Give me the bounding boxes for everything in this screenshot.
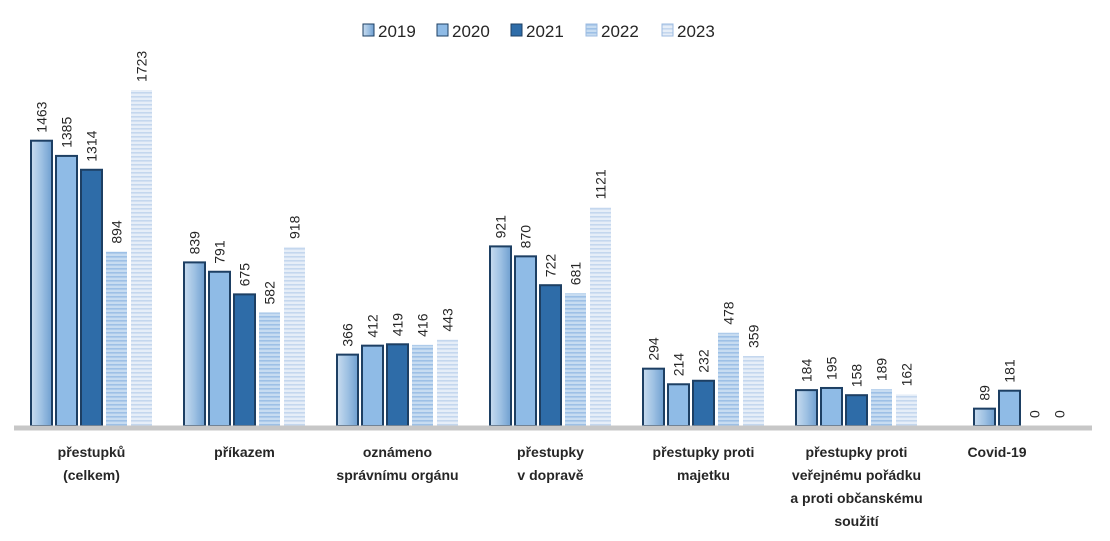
bar-2023-1 — [284, 246, 305, 426]
category-label-0-1: (celkem) — [63, 467, 120, 483]
data-label-2021-1: 675 — [237, 263, 253, 287]
data-label-2021-6: 0 — [1027, 410, 1043, 418]
data-label-2021-0: 1314 — [84, 130, 100, 161]
data-label-2021-3: 722 — [543, 254, 559, 278]
bar-2020-3 — [514, 255, 537, 428]
legend-swatch-2019 — [362, 23, 375, 37]
category-label-0-0: přestupků — [58, 444, 126, 460]
legend-swatch-2022 — [585, 23, 598, 37]
data-label-2020-1: 791 — [212, 240, 228, 264]
data-label-2023-3: 1121 — [593, 169, 609, 199]
bar-2021-4 — [692, 379, 715, 427]
data-label-2023-4: 359 — [746, 324, 762, 348]
legend-label-2019: 2019 — [378, 22, 416, 41]
bar-2019-2 — [336, 353, 359, 427]
category-label-4-0: přestupky proti — [653, 444, 755, 460]
category-label-2-1: správnímu orgánu — [336, 467, 458, 483]
bar-2020-0 — [55, 154, 78, 428]
category-label-5-3: soužití — [834, 513, 879, 529]
data-label-2020-4: 214 — [671, 353, 687, 377]
category-label-1-0: příkazem — [214, 444, 275, 460]
bar-2021-0 — [80, 168, 103, 427]
bar-2023-0 — [131, 90, 152, 426]
data-label-2022-6: 0 — [1052, 410, 1068, 418]
bar-2022-1 — [259, 312, 280, 426]
bar-2023-2 — [437, 339, 458, 426]
data-label-2022-1: 582 — [262, 281, 278, 305]
bar-2019-3 — [489, 245, 512, 427]
bar-2023-3 — [590, 207, 611, 426]
bar-2020-4 — [667, 383, 690, 427]
category-label-3-1: v dopravě — [517, 467, 583, 483]
legend-label-2023: 2023 — [677, 22, 715, 41]
data-label-2023-5: 162 — [899, 363, 915, 387]
data-label-2019-3: 921 — [493, 215, 509, 239]
data-label-2021-2: 419 — [390, 313, 406, 337]
bar-2020-2 — [361, 344, 384, 427]
bar-2022-2 — [412, 344, 433, 426]
data-label-2020-6: 181 — [1002, 359, 1018, 383]
data-label-2021-4: 232 — [696, 349, 712, 373]
legend-label-2020: 2020 — [452, 22, 490, 41]
data-label-2020-0: 1385 — [59, 117, 75, 148]
bar-2021-3 — [539, 284, 562, 427]
data-label-2022-4: 478 — [721, 301, 737, 325]
category-labels: přestupků (celkem) příkazem oznámeno správní… — [58, 444, 1027, 529]
data-label-2019-5: 184 — [799, 359, 815, 383]
category-label-5-1: veřejnému pořádku — [792, 467, 921, 483]
data-label-2023-2: 443 — [440, 308, 456, 332]
data-label-2019-0: 1463 — [34, 101, 50, 132]
data-label-2020-2: 412 — [365, 314, 381, 338]
bar-2021-5 — [845, 394, 868, 428]
legend-label-2021: 2021 — [526, 22, 564, 41]
bar-2020-1 — [208, 270, 231, 427]
legend: 2019 2020 2021 2022 2023 — [362, 22, 715, 41]
bar-2021-2 — [386, 343, 409, 427]
category-label-5-2: a proti občanskému — [790, 490, 922, 506]
data-label-2022-0: 894 — [109, 220, 125, 244]
data-label-2021-5: 158 — [849, 364, 865, 388]
bar-2019-0 — [30, 139, 53, 427]
legend-swatch-2020 — [436, 23, 449, 37]
bar-2019-1 — [183, 261, 206, 427]
data-label-2019-2: 366 — [340, 323, 356, 347]
bar-2023-5 — [896, 394, 917, 426]
bar-2019-4 — [642, 367, 665, 428]
data-label-2019-6: 89 — [977, 385, 993, 401]
data-label-2022-2: 416 — [415, 313, 431, 337]
legend-swatch-2023 — [661, 23, 674, 37]
bar-2021-1 — [233, 293, 256, 427]
data-label-2020-3: 870 — [518, 225, 534, 249]
category-label-5-0: přestupky proti — [806, 444, 908, 460]
data-label-2019-4: 294 — [646, 337, 662, 361]
legend-label-2022: 2022 — [601, 22, 639, 41]
data-label-2023-0: 1723 — [134, 51, 150, 82]
category-label-4-1: majetku — [677, 467, 730, 483]
category-label-2-0: oznámeno — [363, 444, 432, 460]
bars: 1463 1385 1314 894 1723 839 791 675 582 918 366 412… — [30, 51, 1068, 428]
bar-2020-5 — [820, 386, 843, 427]
bar-2022-0 — [106, 251, 127, 426]
category-label-6-0: Covid-19 — [967, 444, 1026, 460]
bar-2022-4 — [718, 332, 739, 426]
data-label-2022-3: 681 — [568, 262, 584, 286]
category-label-3-0: přestupky — [517, 444, 584, 460]
bar-2019-6 — [973, 407, 996, 427]
data-label-2023-1: 918 — [287, 215, 303, 239]
data-label-2019-1: 839 — [187, 231, 203, 255]
data-label-2020-5: 195 — [824, 356, 840, 380]
data-label-2022-5: 189 — [874, 358, 890, 382]
legend-swatch-2021 — [510, 23, 523, 37]
bar-2019-5 — [795, 389, 818, 428]
bar-2022-3 — [565, 293, 586, 426]
bar-2023-4 — [743, 355, 764, 426]
bar-2020-6 — [998, 389, 1021, 428]
bar-2022-5 — [871, 389, 892, 426]
